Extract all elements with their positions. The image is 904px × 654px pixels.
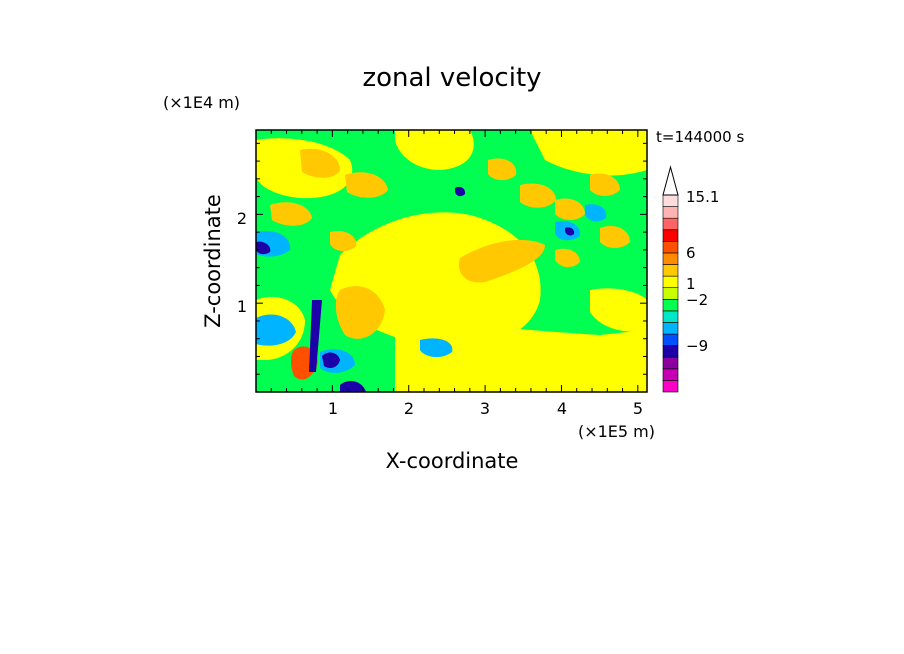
x-tick-label: 1 [328,399,338,418]
colorbar-swatch [662,322,679,335]
contour-region [345,172,388,198]
contour-region [309,300,322,372]
contour-region [565,227,575,236]
contour-region [455,186,466,197]
colorbar-swatch [662,287,679,300]
colorbar-label: −2 [686,291,708,309]
colorbar-swatch [662,252,679,265]
contour-region [585,204,607,222]
y-tick-label: 1 [237,297,247,316]
contour-region [395,130,474,170]
colorbar-label: 6 [686,244,696,262]
contour-region [395,325,647,392]
colorbar-swatch [662,356,679,370]
colorbar-label: 15.1 [686,188,719,206]
colorbar-swatch [662,298,679,312]
y-ticks: 1 2 [237,209,247,316]
contour-region [530,130,647,176]
x-unit-label: (×1E5 m) [578,422,655,441]
plot-frame [255,129,648,393]
contour-region [600,225,630,248]
contour-region [256,241,271,255]
colorbar-swatch [662,310,679,323]
contour-region [555,198,585,220]
contour-region [590,173,620,196]
colorbar-swatch [662,229,679,242]
tick-marks [256,130,647,392]
colorbar-swatch [662,368,679,381]
colorbar-swatch [662,194,679,207]
x-axis-label: X-coordinate [386,449,519,473]
colorbar-swatch [662,264,679,277]
y-tick-label: 2 [237,209,247,228]
colorbar-label: −9 [686,337,708,355]
contour-region [488,158,517,181]
colorbar-extension-arrow [662,165,679,196]
contour-region [520,183,556,208]
x-tick-label: 4 [557,399,567,418]
contour-region [330,230,357,252]
colorbar-swatch [662,275,679,289]
contour-region [322,352,340,368]
colorbar-swatch [662,333,679,346]
colorbar-swatch [662,241,679,254]
y-unit-label: (×1E4 m) [163,93,240,112]
contour-field [256,130,647,392]
contour-region [340,380,366,392]
colorbar-swatch [662,217,679,231]
contour-region [555,248,580,268]
y-axis-label: Z-coordinate [201,194,225,328]
contour-region [458,239,545,283]
colorbar-label: 1 [686,275,696,293]
colorbar-labels: 15.1 6 1 −2 −9 [686,188,719,355]
contour-region [270,202,312,226]
colorbar-swatch [662,380,679,393]
x-ticks: 1 2 3 4 5 [328,399,643,418]
colorbar-swatch [662,206,679,219]
chart-title: zonal velocity [362,63,541,93]
contour-region [420,338,453,358]
colorbar [662,165,679,393]
x-tick-label: 2 [404,399,414,418]
contour-region [256,314,296,346]
time-label: t=144000 s [656,128,744,146]
contour-region [335,286,385,339]
x-tick-label: 5 [633,399,643,418]
contour-region [300,148,340,178]
x-tick-label: 3 [480,399,490,418]
contour-region [590,288,647,332]
colorbar-swatch [662,345,679,358]
